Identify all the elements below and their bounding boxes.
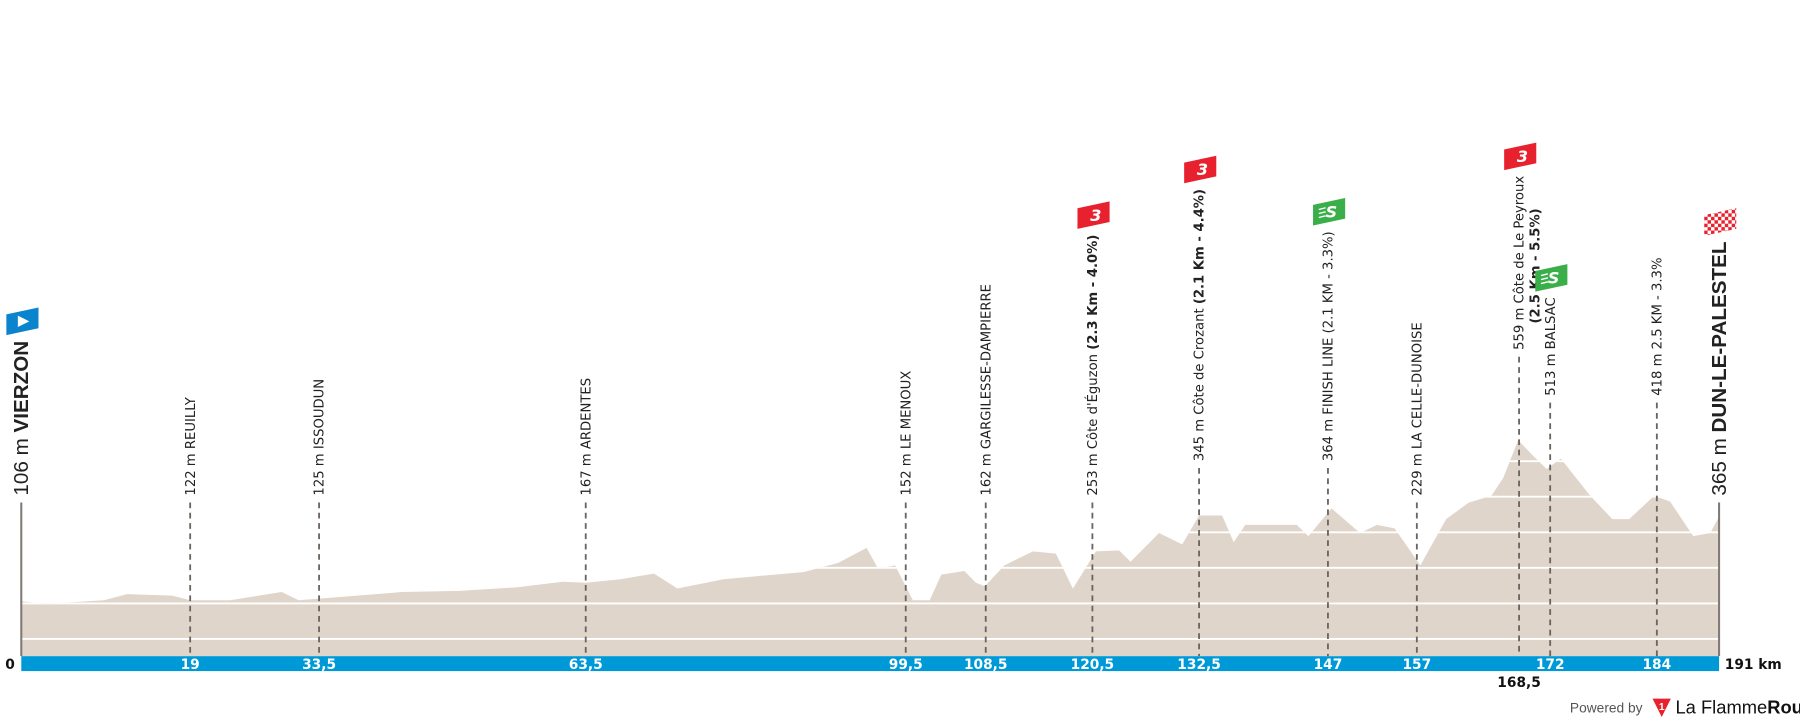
km-tick-label: 132,5 [1177,657,1221,673]
km-tick-label: 33,5 [302,657,336,673]
km-tick-label: 172 [1536,657,1565,673]
marker-2: 167 m ARDENTES [579,378,594,657]
marker-3: 152 m LE MENOUX [899,371,914,657]
sprint-icon: S [1313,198,1346,226]
km-tick-label: 99,5 [889,657,923,673]
marker-label: 345 m Côte de Crozant (2.1 Km - 4.4%) [1192,189,1208,461]
marker-label: 418 m 2.5 KM - 3.3% [1650,258,1665,396]
finish-marker: 365 m DUN-LE-PALESTEL [1704,208,1737,657]
marker-7: 364 m FINISH LINE (2.1 KM - 3.3%) S [1313,198,1346,657]
svg-text:S: S [1326,203,1338,222]
marker-11: 418 m 2.5 KM - 3.3% [1650,258,1665,657]
km-tick-below: 168,5 [1497,675,1541,691]
start-marker: 106 m VIERZON [6,307,39,657]
marker-0: 122 m REUILLY [184,396,199,657]
route-markers: 122 m REUILLY 125 m ISSOUDUN 167 m ARDENTE… [6,142,1737,657]
elevation-profile-area [21,440,1720,657]
marker-5: 253 m Côte d'Éguzon (2.3 Km - 4.0%) 3 [1077,201,1110,657]
kom-category-3-icon: 3 [1504,142,1537,171]
marker-10: 513 m BALSAC S [1535,264,1568,657]
svg-text:S: S [1548,269,1560,288]
branding-logo: Powered by 1 La FlammeRouge [1570,697,1800,718]
kom-category-3-icon: 3 [1184,155,1217,184]
kom-category-3-icon: 3 [1077,201,1110,229]
flamme-rouge-triangle-icon [1652,698,1671,717]
marker-label: 513 m BALSAC [1544,297,1559,395]
km-tick-label: 120,5 [1071,657,1115,673]
km-bar [21,656,1720,672]
marker-4: 162 m GARGILESSE-DAMPIERRE [979,284,994,657]
marker-label: 559 m Côte de Le Peyroux [1512,176,1528,350]
km-tick-label: 108,5 [964,657,1008,673]
svg-text:3: 3 [1517,147,1528,166]
km-tick-label: 184 [1642,657,1671,673]
km-tick-label: 19 [181,657,200,673]
flamme-rouge-name: La FlammeRouge [1675,697,1800,718]
km-ticks: 19 33,5 63,5 99,5 108,5 120,5 132,5 147 157 172 18… [181,657,1672,673]
svg-text:3: 3 [1090,206,1101,225]
marker-climb-detail: (2.5 Km - 5.5%) [1529,208,1544,323]
start-icon [6,307,39,336]
marker-6: 345 m Côte de Crozant (2.1 Km - 4.4%) 3 [1184,155,1217,657]
km-tick-label: 157 [1402,657,1431,673]
km-tick-label: 63,5 [569,657,603,673]
marker-label: 167 m ARDENTES [579,378,594,496]
marker-label: 364 m FINISH LINE (2.1 KM - 3.3%) [1322,231,1337,461]
powered-by-text: Powered by [1570,700,1643,715]
marker-label: 122 m REUILLY [184,396,199,495]
marker-label: 253 m Côte d'Éguzon (2.3 Km - 4.0%) [1084,235,1101,496]
marker-label: 162 m GARGILESSE-DAMPIERRE [979,284,994,496]
start-km-label: 0 [5,657,15,673]
finish-label: 365 m DUN-LE-PALESTEL [1708,242,1731,496]
km-tick-label: 147 [1314,657,1343,673]
flamme-rouge-mark: 1 [1659,702,1665,713]
marker-9: 559 m Côte de Le Peyroux (2.5 Km - 5.5%) 3 [1504,142,1544,657]
marker-1: 125 m ISSOUDUN [313,379,328,657]
start-label: 106 m VIERZON [10,341,33,496]
marker-label: 229 m LA CELLE-DUNOISE [1410,322,1425,495]
sprint-icon: S [1535,264,1568,292]
marker-label: 152 m LE MENOUX [899,371,914,496]
finish-icon [1704,208,1737,236]
marker-label: 125 m ISSOUDUN [313,379,328,496]
end-km-label: 191 km [1725,657,1782,673]
marker-8: 229 m LA CELLE-DUNOISE [1410,322,1425,657]
svg-text:3: 3 [1197,160,1208,179]
